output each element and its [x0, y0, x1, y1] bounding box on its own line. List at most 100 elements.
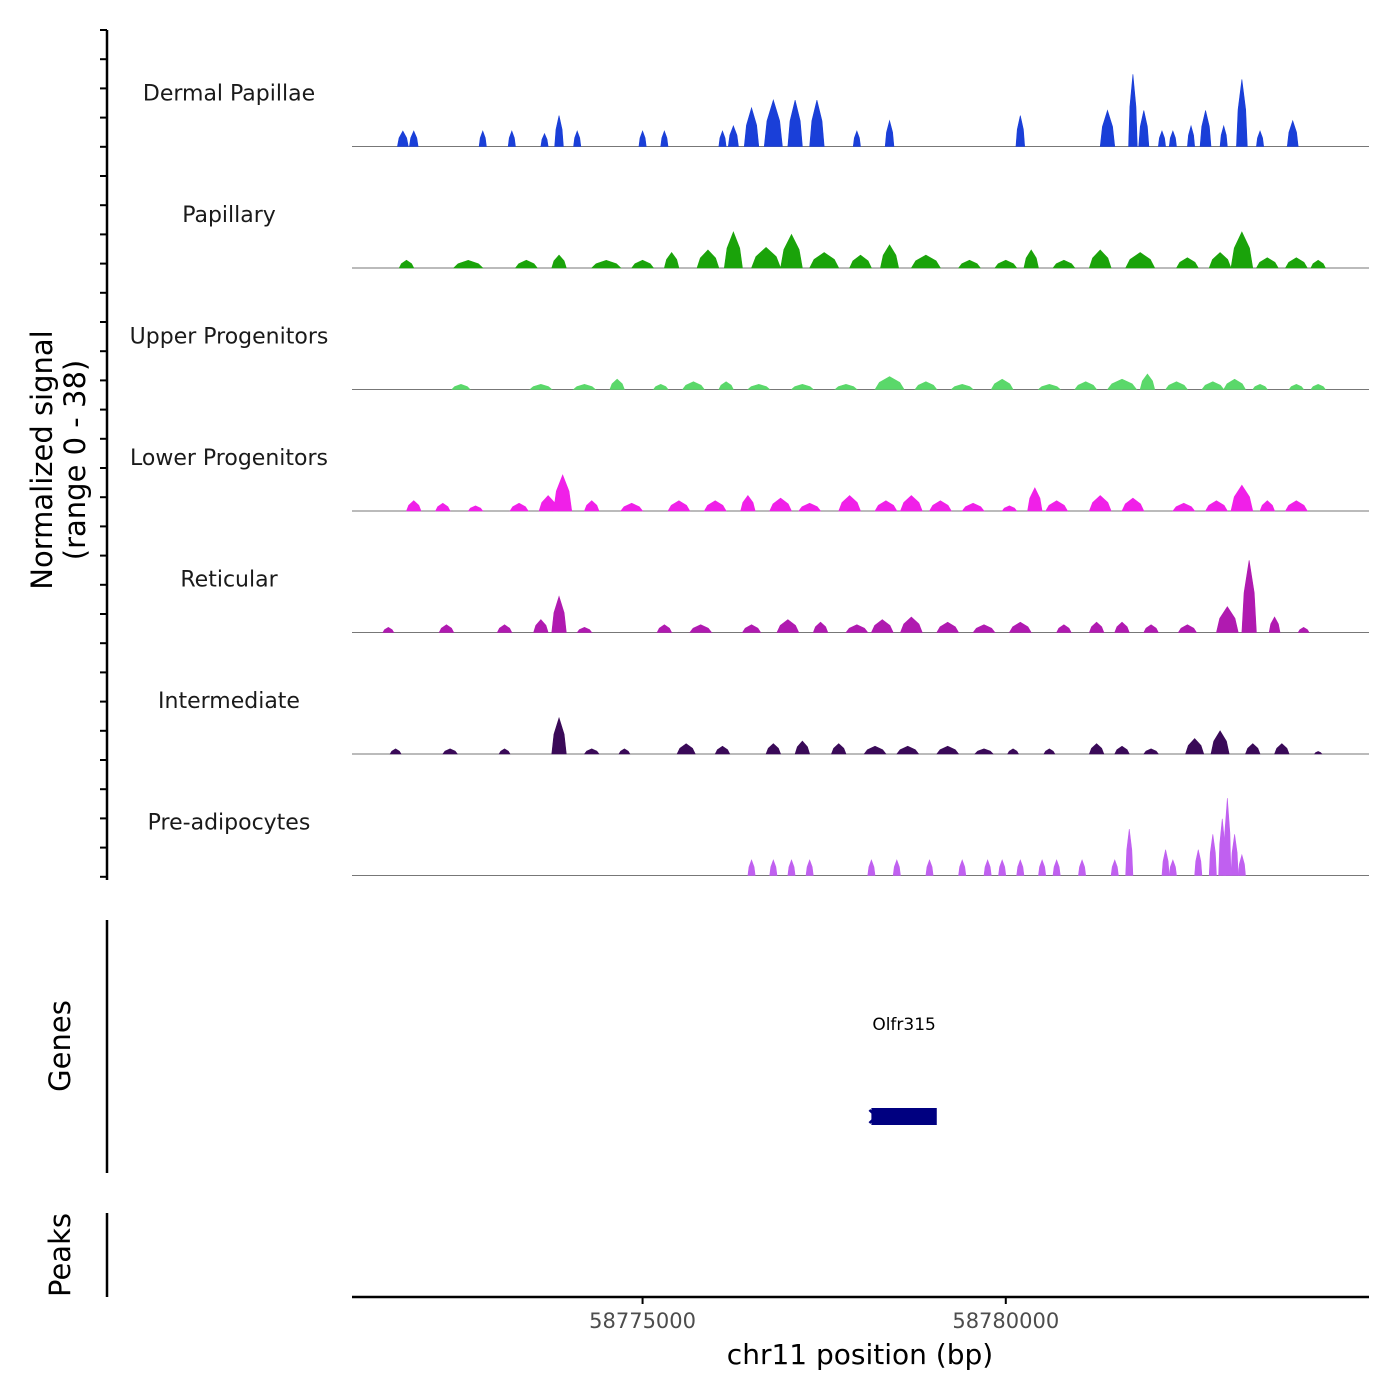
signal-peak [590, 259, 622, 269]
signal-peak [1143, 624, 1159, 633]
signal-peak [747, 859, 756, 876]
signal-peak [765, 743, 782, 755]
signal-peak [1008, 621, 1032, 633]
peaks-axis-label: Peaks [43, 1213, 77, 1297]
track-label: Dermal Papillae [143, 82, 315, 107]
signal-peak [867, 859, 876, 876]
signal-peak [703, 500, 727, 512]
signal-peak [870, 619, 894, 633]
signal-peak [1052, 259, 1076, 269]
signal-peak [1164, 381, 1188, 390]
signal-peak [1256, 130, 1265, 147]
x-tick-label: 58775000 [589, 1309, 696, 1333]
signal-peak [1230, 231, 1254, 269]
signal-peak [769, 497, 792, 512]
track-2: Papillary [182, 203, 1369, 269]
track-label: Papillary [182, 203, 276, 228]
signal-peak [910, 254, 941, 269]
x-axis: 58775000 58780000 chr11 position (bp) [352, 1295, 1369, 1371]
signal-peak [689, 624, 713, 633]
signal-peak [618, 748, 631, 755]
signal-peak [1288, 384, 1305, 390]
signal-peak [583, 748, 600, 755]
signal-peak [1045, 500, 1069, 512]
signal-peak [1023, 249, 1039, 269]
x-axis-label: chr11 position (bp) [727, 1338, 993, 1371]
signal-peak [1125, 252, 1156, 269]
signal-peak [406, 500, 422, 512]
signal-peak [845, 624, 869, 633]
signal-peak [397, 130, 409, 147]
signal-peak [553, 474, 573, 512]
signal-peak [983, 859, 992, 876]
signal-peak [849, 254, 872, 269]
signal-peak [1245, 743, 1261, 755]
signal-peak [1185, 738, 1205, 755]
signal-peak [389, 748, 402, 755]
y-axis-label-line2: (range 0 - 38) [58, 360, 92, 560]
signal-peak [1286, 119, 1299, 147]
signal-peak [957, 259, 981, 269]
signal-peak [1274, 743, 1290, 755]
signal-peak [1037, 384, 1062, 390]
signal-peak [1038, 859, 1047, 876]
signal-peak [514, 259, 538, 269]
signal-peak [896, 745, 920, 755]
signal-peak [1177, 624, 1198, 633]
signal-peak [382, 626, 395, 633]
x-tick-label: 58780000 [952, 1309, 1059, 1333]
signal-peak [652, 384, 669, 390]
x-ticks: 58775000 58780000 [589, 1297, 1059, 1333]
signal-peak [551, 716, 567, 755]
signal-peak [496, 624, 513, 633]
signal-peak [1219, 124, 1228, 147]
signal-peak [1241, 560, 1257, 633]
signal-peak [609, 378, 625, 390]
signal-peak [1088, 743, 1105, 755]
signal-peak [812, 621, 829, 633]
signal-peak [1088, 249, 1112, 269]
signal-peak [1310, 384, 1327, 390]
signal-peak [958, 859, 967, 876]
signal-peak [998, 859, 1007, 876]
signal-peak [551, 595, 567, 633]
signal-peak [794, 740, 811, 755]
signal-peak [409, 130, 419, 147]
signal-peak [435, 502, 451, 512]
signal-peak [718, 381, 734, 390]
genes-panel: Genes Olfr315 [43, 920, 937, 1173]
signal-peak [1313, 751, 1323, 755]
signal-peak [1252, 384, 1268, 390]
signal-peak [1310, 259, 1326, 269]
signal-peak [1138, 110, 1150, 147]
signal-peak [874, 500, 898, 512]
track-label: Upper Progenitors [130, 325, 329, 350]
track-label: Intermediate [158, 689, 300, 714]
signal-peak [1223, 798, 1232, 876]
signal-peak [834, 384, 858, 390]
signal-peak [1114, 745, 1130, 755]
signal-peak [936, 621, 960, 633]
signal-peak [961, 502, 985, 512]
signal-peak [442, 748, 458, 755]
signal-peak [498, 748, 511, 755]
signal-peak [950, 384, 974, 390]
signal-peak [1168, 859, 1177, 876]
track-4: Lower Progenitors [130, 446, 1369, 512]
signal-peak [1128, 74, 1138, 147]
signal-peak [1161, 849, 1170, 876]
signal-peak [880, 244, 900, 269]
signal-peak [660, 130, 669, 147]
signal-peak [1255, 257, 1279, 269]
signal-peak [452, 259, 484, 269]
signal-peak [1284, 500, 1308, 512]
signal-peak [478, 130, 487, 147]
signal-peak [741, 624, 762, 633]
track-label: Reticular [180, 568, 278, 593]
track-label: Lower Progenitors [130, 446, 328, 471]
track-label: Pre-adipocytes [148, 811, 311, 836]
signal-peak [994, 259, 1018, 269]
signal-peak [914, 381, 938, 390]
track-5: Reticular [180, 560, 1369, 633]
signal-peak [620, 502, 644, 512]
